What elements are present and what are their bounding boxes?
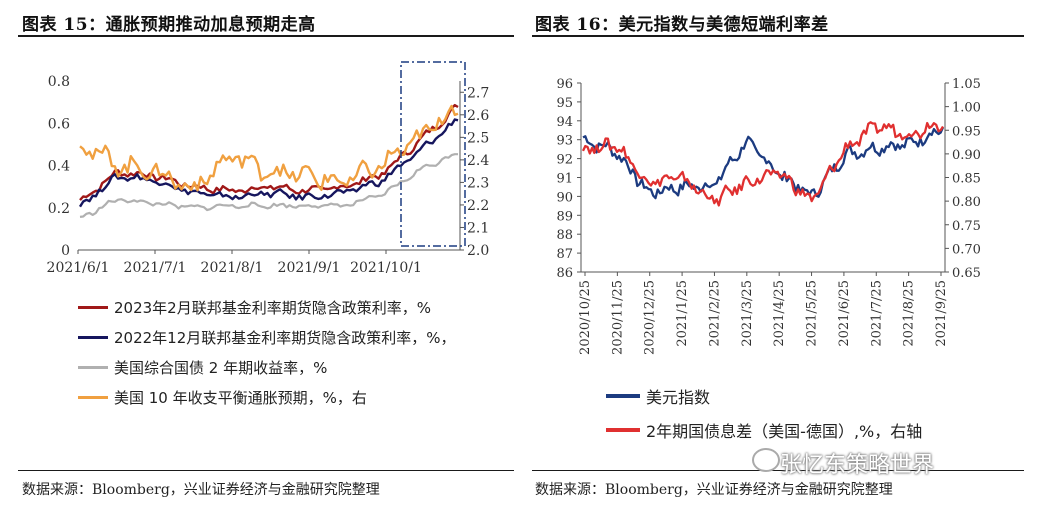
y-right-tick-label: 2.0 [467,243,489,259]
x-tick-label: 2020/12/25 [643,280,658,355]
legend-item: 美国综合国债 2 年期收益率，% [78,352,456,382]
y-right-tick-label: 2.2 [467,198,489,214]
y-left-tick-label: 88 [556,228,573,243]
y-left-tick-label: 96 [556,77,573,92]
right-chart-legend: 美元指数 2年期国债息差（美国-德国）,%，右轴 [606,379,922,447]
legend-swatch [606,428,640,432]
y-left-tick-label: 0 [61,243,70,259]
y-right-tick-label: 2.6 [467,108,489,124]
y-left-tick-label: 87 [556,247,573,262]
y-right-tick-label: 2.3 [467,175,489,191]
legend-label: 2023年2月联邦基金利率期货隐含政策利率，% [114,298,431,317]
legend-swatch [78,365,108,369]
y-left-tick-label: 0.6 [48,116,70,132]
x-tick-label: 2021/8/1 [201,260,264,276]
watermark: 张忆东策略世界 [780,453,935,478]
y-left-tick-label: 91 [556,172,573,187]
x-tick-label: 2021/9/1 [278,260,341,276]
y-left-tick-label: 93 [556,134,573,149]
y-right-tick-label: 2.1 [467,220,489,236]
legend-item: 2023年2月联邦基金利率期货隐含政策利率，% [78,292,456,322]
legend-swatch [78,305,108,309]
right-chart: 86 87 88 89 90 91 92 93 94 95 96 0.65 0.70 0.75 0.80 0.… [556,77,981,355]
left-chart-legend: 2023年2月联邦基金利率期货隐含政策利率，% 2022年12月联邦基金利率期货… [78,292,456,412]
wechat-icon [752,448,780,472]
y-right-tick-label: 0.65 [952,266,981,281]
y-right-tick-label: 1.05 [952,77,981,92]
y-right-tick-label: 1.00 [952,101,981,116]
x-tick-label: 2021/6/1 [47,260,110,276]
left-source-divider [18,470,514,471]
legend-swatch [78,335,108,339]
left-title-divider [18,35,514,37]
legend-item: 美元指数 [606,379,922,413]
highlight-box [400,61,466,247]
right-source-divider [532,470,1024,471]
legend-label: 2022年12月联邦基金利率期货隐含政策利率，%， [114,328,456,347]
y-left-tick-label: 89 [556,209,573,224]
y-right-tick-label: 0.80 [952,195,981,210]
x-tick-label: 2020/11/25 [610,280,625,355]
x-tick-label: 2021/2/25 [707,280,722,347]
y-right-tick-label: 2.7 [467,85,489,101]
y-right-tick-label: 2.5 [467,130,489,146]
legend-item: 美国 10 年收支平衡通胀预期，%，右 [78,382,456,412]
legend-label: 美元指数 [646,388,711,407]
x-tick-label: 2021/5/25 [805,280,820,347]
y-left-tick-label: 86 [556,266,573,281]
x-tick-label: 2021/7/25 [869,280,884,347]
y-right-tick-label: 0.75 [952,219,981,234]
x-tick-label: 2021/6/25 [837,280,852,347]
y-left-tick-label: 90 [556,190,573,205]
left-data-source: 数据来源：Bloomberg，兴业证券经济与金融研究院整理 [22,482,380,498]
series-line [581,121,944,207]
series-line [582,126,945,200]
left-chart: 0 0.2 0.4 0.6 0.8 2.0 2.1 2.2 2.3 2.4 2.5 2.6 2.7 202… [47,61,489,276]
right-data-source: 数据来源：Bloomberg，兴业证券经济与金融研究院整理 [535,482,893,498]
y-left-tick-label: 92 [556,153,573,168]
x-tick-label: 2021/7/1 [124,260,187,276]
left-chart-title: 图表 15：通胀预期推动加息预期走高 [22,15,316,35]
y-right-tick-label: 0.95 [952,124,981,139]
right-chart-title: 图表 16：美元指数与美德短端利率差 [535,15,829,35]
y-right-tick-label: 0.70 [952,242,981,257]
legend-label: 美国综合国债 2 年期收益率，% [114,358,328,377]
y-left-tick-label: 94 [556,115,573,130]
legend-swatch [606,394,640,398]
x-tick-label: 2021/9/25 [934,280,949,347]
x-tick-label: 2021/1/25 [675,280,690,347]
legend-item: 2022年12月联邦基金利率期货隐含政策利率，%， [78,322,456,352]
y-right-tick-label: 2.4 [467,153,489,169]
legend-item: 2年期国债息差（美国-德国）,%，右轴 [606,413,922,447]
y-left-tick-label: 0.4 [48,159,70,175]
y-left-tick-label: 95 [556,96,573,111]
x-tick-label: 2021/10/1 [350,260,422,276]
x-tick-label: 2020/10/25 [578,280,593,355]
right-title-divider [532,35,1024,37]
series-line [79,104,459,192]
series-line [78,118,459,208]
x-tick-label: 2021/3/25 [740,280,755,347]
legend-label: 美国 10 年收支平衡通胀预期，%，右 [114,388,367,407]
y-left-tick-label: 0.8 [48,74,70,90]
x-tick-label: 2021/8/25 [902,280,917,347]
legend-label: 2年期国债息差（美国-德国）,%，右轴 [646,422,923,441]
series-line [79,153,458,218]
y-right-tick-label: 0.85 [952,172,981,187]
y-left-tick-label: 0.2 [48,201,70,217]
y-right-tick-label: 0.90 [952,148,981,163]
legend-swatch [78,395,108,399]
x-tick-label: 2021/4/25 [772,280,787,347]
